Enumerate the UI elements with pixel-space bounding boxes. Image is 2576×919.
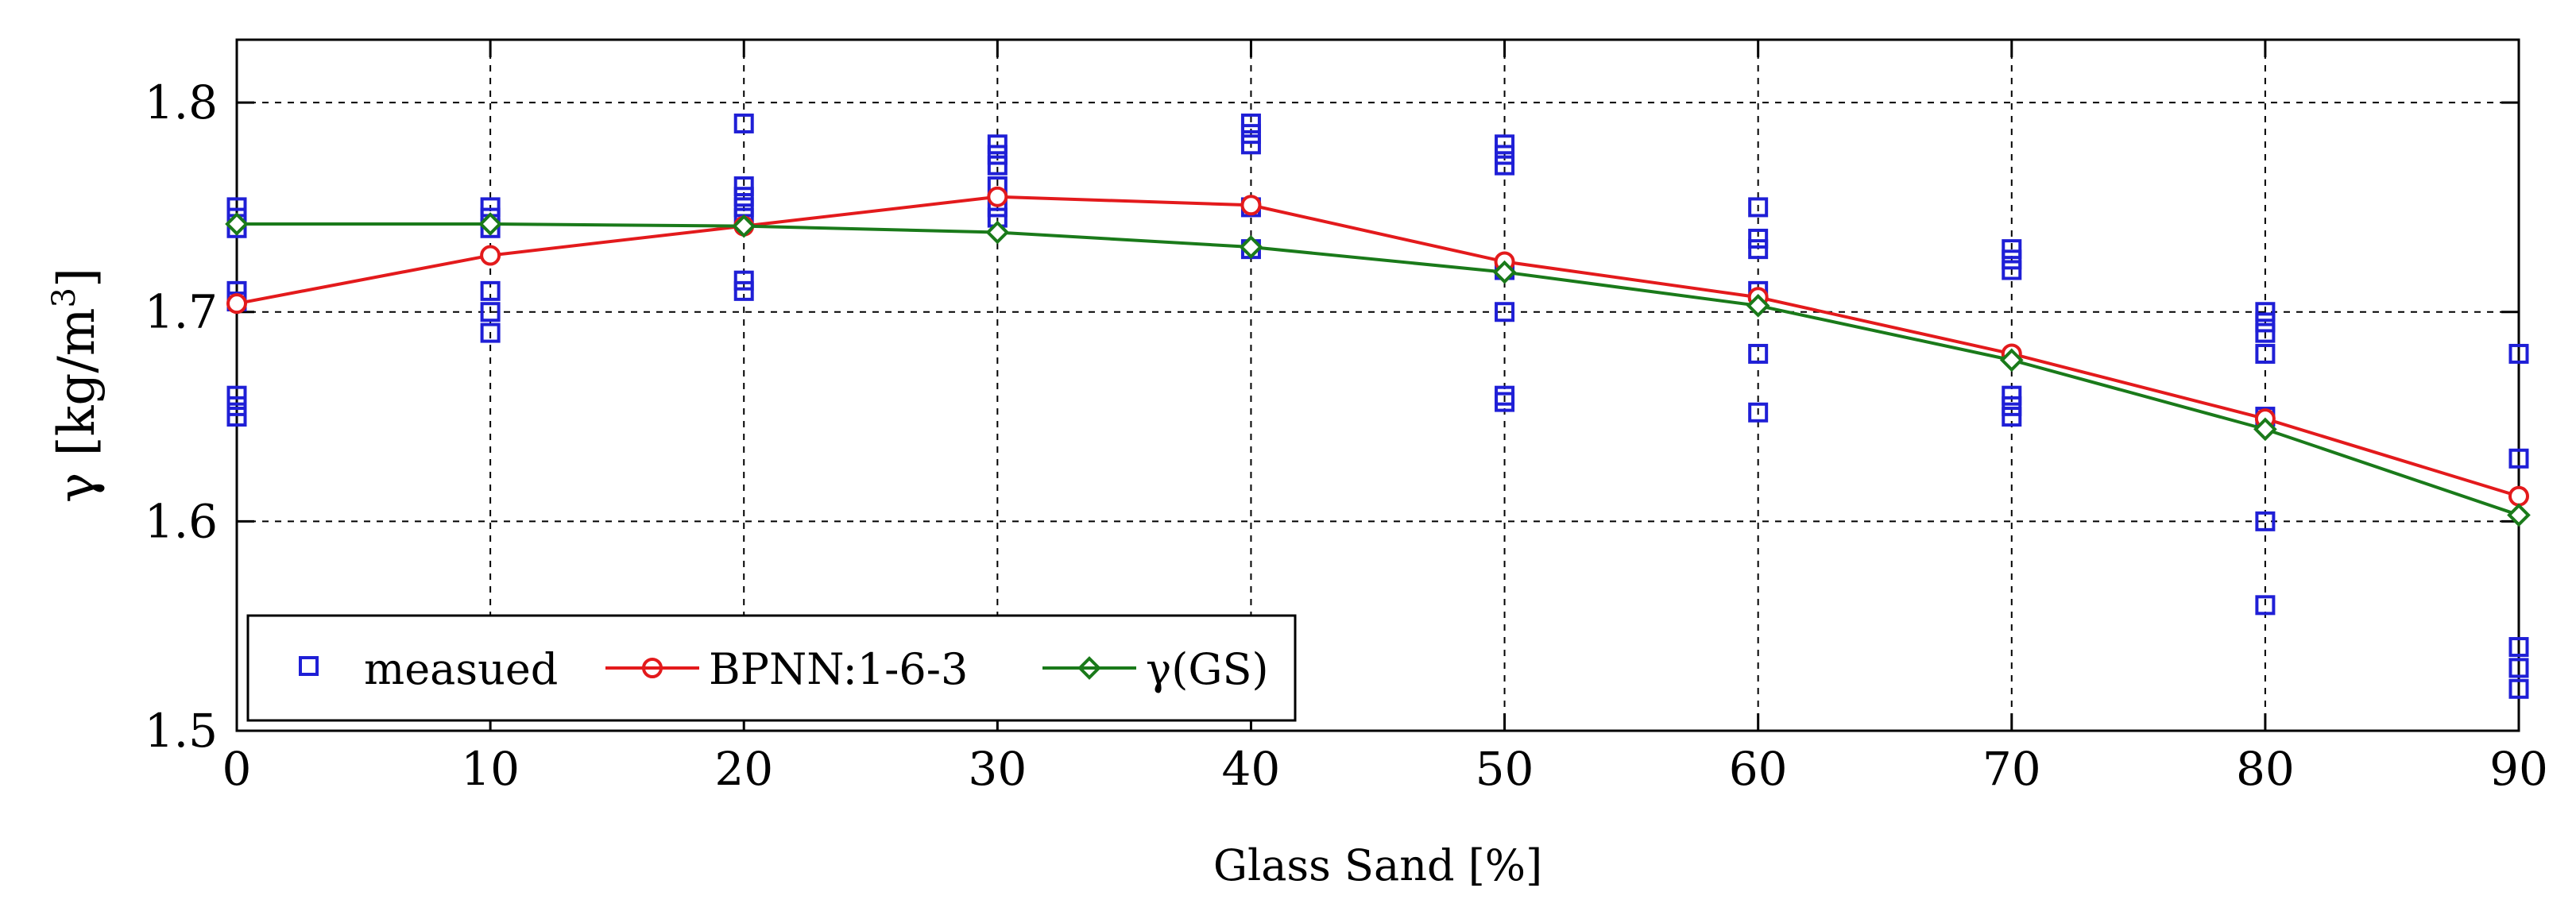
measured-point [2255, 595, 2276, 616]
legend-marker-square [299, 656, 319, 676]
measured-point [1748, 239, 1769, 260]
x-tick-label: 70 [1982, 742, 2041, 796]
y-axis-label-sup: 3 [46, 288, 83, 307]
measured-point [2255, 322, 2276, 343]
legend-label-measued: measued [364, 644, 558, 694]
series-point-bpnn-1-6-3 [480, 245, 501, 266]
series-point-gs [1999, 348, 2024, 373]
measured-point [987, 134, 1008, 155]
y-axis-label-end: ] [48, 268, 106, 288]
x-tick-label: 80 [2236, 742, 2295, 796]
y-axis-label: γ [kg/m3] [46, 268, 106, 503]
legend-marker-diamond [1077, 656, 1101, 680]
x-tick-label: 10 [461, 742, 520, 796]
measured-point [1495, 302, 1515, 322]
measured-point [480, 322, 501, 343]
measured-point [2255, 511, 2276, 531]
measured-point [226, 396, 247, 416]
plot-frame [235, 38, 2520, 732]
measured-point [226, 385, 247, 406]
measured-point [1240, 124, 1261, 145]
measured-point [1240, 134, 1261, 155]
legend-item-gamma-gs: γ(GS) [1042, 644, 1269, 694]
measured-point [987, 155, 1008, 176]
series-layer [225, 113, 2531, 699]
legend-item-bpnn: BPNN:1-6-3 [605, 644, 968, 694]
series-point-bpnn-1-6-3 [226, 293, 247, 315]
measured-point [480, 302, 501, 322]
series-point-gs [732, 214, 756, 238]
series-point-gs [225, 212, 249, 236]
y-tick-label: 1.8 [145, 75, 218, 129]
measured-point [1495, 155, 1515, 176]
measured-point [2002, 385, 2022, 406]
measured-point [733, 270, 754, 291]
measured-point [2508, 343, 2529, 364]
measured-point [1748, 228, 1769, 249]
series-point-bpnn-1-6-3 [2508, 485, 2529, 507]
x-tick-label: 50 [1476, 742, 1534, 796]
x-tick-label: 30 [968, 742, 1027, 796]
measured-point [2255, 312, 2276, 333]
series-point-gs [478, 212, 502, 236]
x-axis-label: Glass Sand [%] [1213, 840, 1542, 890]
measured-point [2508, 658, 2529, 678]
measured-point [1495, 134, 1515, 155]
grid-layer [237, 40, 2519, 731]
measured-point [1748, 343, 1769, 364]
series-point-bpnn-1-6-3 [1240, 195, 1262, 216]
x-tick-label: 20 [714, 742, 773, 796]
measured-point [2508, 448, 2529, 469]
series-point-gs [1746, 293, 1770, 318]
ticks-layer: 0 10 20 30 40 50 60 70 80 90 1.5 1.6 1.7 1.8 [145, 40, 2548, 796]
measured-point [733, 187, 754, 207]
series-point-gs [1239, 235, 1263, 259]
measured-point [1748, 402, 1769, 423]
legend-label-gamma-gs: γ(GS) [1146, 644, 1269, 694]
measured-point [733, 280, 754, 301]
measured-point [480, 280, 501, 301]
series-line-bpnn-1-6-3 [236, 195, 2520, 498]
measured-point [2002, 396, 2022, 416]
series-line-gs [237, 222, 2520, 517]
series-point-gs [1492, 260, 1517, 284]
series-point-gs [985, 220, 1010, 245]
measured-point [2002, 239, 2022, 260]
measured-point [1240, 113, 1261, 133]
measured-point [1748, 197, 1769, 218]
measured-point [2255, 302, 2276, 322]
y-tick-label: 1.5 [145, 704, 218, 758]
y-axis-label-main: γ [kg/m [48, 307, 106, 503]
legend-label-bpnn: BPNN:1-6-3 [709, 644, 968, 694]
series-point-gs [2507, 503, 2531, 527]
series-point-gs [2253, 417, 2277, 442]
x-tick-label: 90 [2489, 742, 2548, 796]
measured-point [1495, 392, 1515, 412]
legend-marker-circle [642, 658, 663, 678]
series-point-bpnn-1-6-3 [987, 186, 1008, 207]
measured-point [2002, 260, 2022, 280]
measured-point [733, 176, 754, 197]
legend-item-measued: measued [299, 644, 558, 694]
measured-point [1495, 145, 1515, 165]
measured-point [987, 145, 1008, 165]
measured-point [2508, 637, 2529, 658]
measured-point [2002, 249, 2022, 270]
measured-point [733, 113, 754, 133]
y-tick-label: 1.7 [145, 285, 218, 339]
measured-point [2255, 343, 2276, 364]
measured-point [2508, 678, 2529, 699]
x-tick-label: 0 [222, 742, 252, 796]
y-tick-label: 1.6 [145, 494, 218, 548]
measured-point [2002, 407, 2022, 427]
x-tick-label: 40 [1222, 742, 1281, 796]
legend: measued BPNN:1-6-3 γ(GS) [246, 614, 1297, 722]
measured-point [226, 407, 247, 427]
x-tick-label: 60 [1729, 742, 1788, 796]
